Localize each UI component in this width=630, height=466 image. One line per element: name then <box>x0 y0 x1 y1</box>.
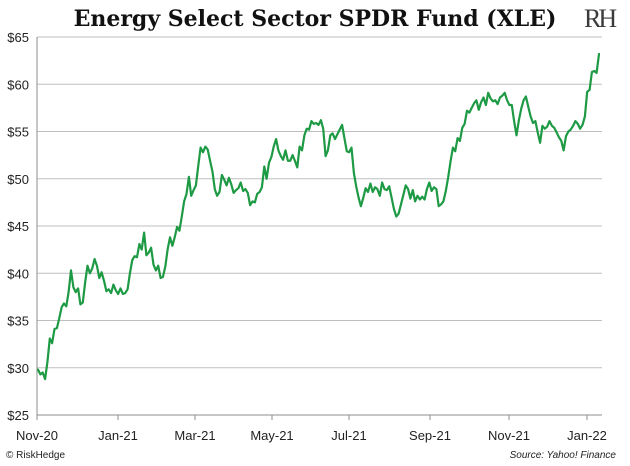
chart-title: Energy Select Sector SPDR Fund (XLE) <box>73 6 557 32</box>
x-tick-label: Jan-21 <box>98 428 138 443</box>
x-tick-label: Nov-20 <box>16 428 58 443</box>
series-line <box>36 52 601 381</box>
y-tick-label: $50 <box>7 172 29 187</box>
riskhedge-logo: RH <box>584 4 617 33</box>
footer-credit: © RiskHedge <box>6 450 66 461</box>
y-tick-label: $65 <box>7 30 29 45</box>
series-group <box>36 52 601 381</box>
x-tick-label: May-21 <box>250 428 293 443</box>
x-tick-label: Jan-22 <box>567 428 607 443</box>
y-tick-label: $45 <box>7 219 29 234</box>
y-tick-label: $55 <box>7 125 29 140</box>
grid-lines <box>37 36 602 369</box>
y-tick-label: $25 <box>7 408 29 423</box>
x-axis: Nov-20 Jan-21 Mar-21 May-21 Jul-21 Sep-21 Nov-… <box>16 37 607 443</box>
x-tick-label: Jul-21 <box>331 428 366 443</box>
x-tick-label: Nov-21 <box>488 428 530 443</box>
y-axis-labels: $25 $30 $35 $40 $45 $50 $55 $60 $65 <box>7 30 29 423</box>
y-tick-label: $60 <box>7 77 29 92</box>
y-tick-label: $40 <box>7 266 29 281</box>
x-tick-label: Mar-21 <box>174 428 215 443</box>
x-tick-label: Sep-21 <box>409 428 451 443</box>
footer-source: Source: Yahoo! Finance <box>509 450 616 461</box>
y-tick-label: $35 <box>7 314 29 329</box>
y-tick-label: $30 <box>7 361 29 376</box>
